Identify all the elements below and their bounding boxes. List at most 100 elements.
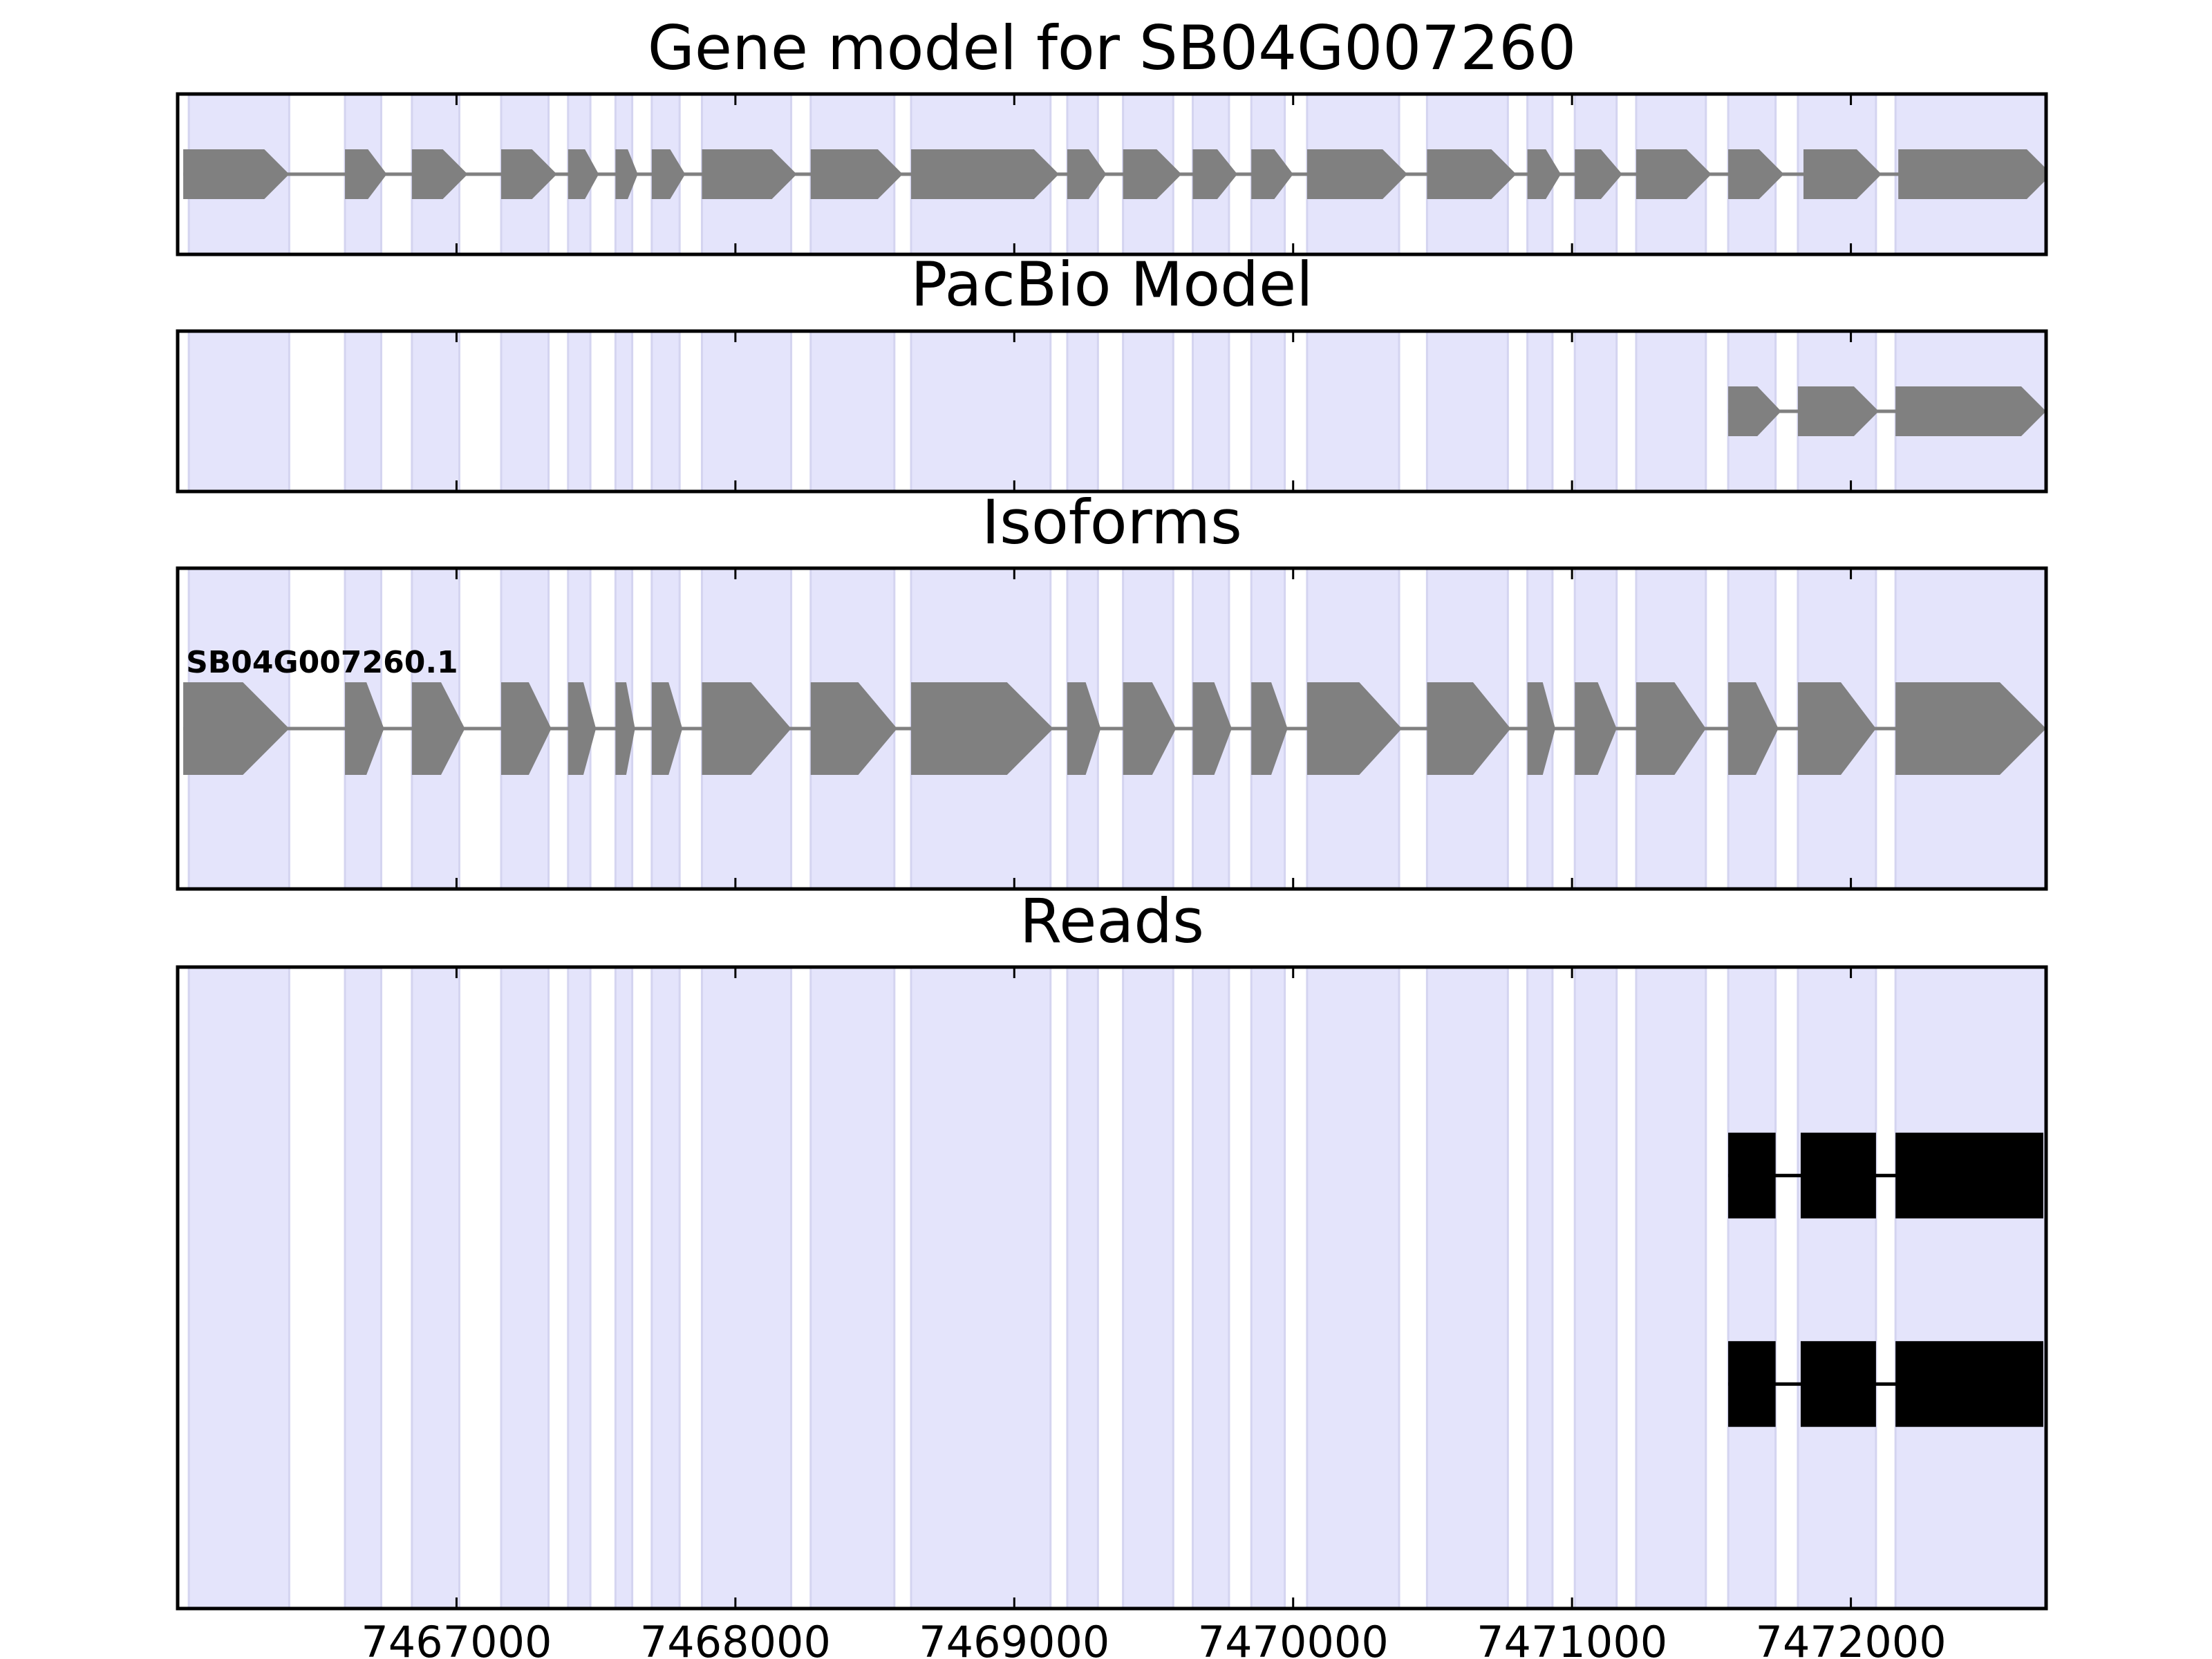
exon-region-shading bbox=[1797, 967, 1877, 1609]
exon-arrow bbox=[1192, 149, 1238, 199]
read-block bbox=[1728, 1132, 1776, 1219]
exon-arrow bbox=[1427, 682, 1511, 775]
exon-arrow bbox=[1797, 682, 1876, 775]
exon-arrow bbox=[345, 682, 384, 775]
panel-gene-1: PacBio Model bbox=[176, 249, 2048, 494]
exon-region-shading bbox=[567, 967, 592, 1609]
exon-arrow bbox=[1575, 149, 1622, 199]
exon-arrow bbox=[1527, 682, 1555, 775]
exon-arrow bbox=[702, 682, 791, 775]
panel-ticks bbox=[455, 331, 1853, 491]
panel-frame bbox=[176, 92, 2048, 256]
exon-region-shading bbox=[910, 967, 1052, 1609]
exon-region-shading bbox=[700, 967, 793, 1609]
exon-region-shading bbox=[809, 331, 896, 491]
x-tick-label: 7470000 bbox=[1198, 1617, 1389, 1659]
exon-arrow bbox=[1635, 682, 1706, 775]
exon-region-shading bbox=[411, 967, 460, 1609]
exon-arrow bbox=[1895, 386, 2046, 436]
exon-arrow bbox=[1728, 149, 1784, 199]
exon-region-shading bbox=[344, 967, 383, 1609]
exon-arrow bbox=[1575, 682, 1617, 775]
exon-region-shading bbox=[1425, 331, 1509, 491]
x-tick-label: 7469000 bbox=[919, 1617, 1109, 1659]
exon-arrow bbox=[1635, 149, 1712, 199]
exon-region-shading bbox=[1122, 331, 1174, 491]
exon-arrow bbox=[1803, 149, 1882, 199]
exon-arrow bbox=[1427, 149, 1517, 199]
exon-region-shading bbox=[567, 331, 592, 491]
exon-region-shading bbox=[700, 331, 793, 491]
exon-arrow bbox=[1251, 149, 1293, 199]
exon-region-shading bbox=[1191, 331, 1230, 491]
gene-feature bbox=[183, 149, 2046, 199]
exon-arrow bbox=[345, 149, 387, 199]
gene-feature: SB04G007260.1 bbox=[183, 645, 2046, 775]
exon-region-shading bbox=[1122, 967, 1174, 1609]
panel-plot-area bbox=[187, 967, 2046, 1609]
exon-region-shading bbox=[650, 331, 681, 491]
exon-arrow bbox=[702, 149, 797, 199]
exon-arrow bbox=[1192, 682, 1232, 775]
exon-region-shading bbox=[1635, 331, 1707, 491]
exon-arrow bbox=[183, 682, 290, 775]
panel-gene-2: Isoforms SB04G007260.1 bbox=[176, 487, 2048, 891]
exon-region-shading bbox=[1635, 967, 1707, 1609]
x-tick-label: 7468000 bbox=[640, 1617, 831, 1659]
exon-arrow bbox=[1797, 386, 1879, 436]
panel-plot-area: SB04G007260.1 bbox=[183, 568, 2046, 889]
exon-region-shading bbox=[1306, 967, 1400, 1609]
exon-region-shading bbox=[187, 331, 290, 491]
exon-region-shading bbox=[1573, 967, 1618, 1609]
exon-region-shading bbox=[1526, 967, 1554, 1609]
exon-arrow bbox=[651, 682, 683, 775]
panel-plot-area bbox=[183, 94, 2046, 254]
panel-frame bbox=[176, 965, 2048, 1611]
exon-arrow bbox=[411, 149, 468, 199]
isoform-label: SB04G007260.1 bbox=[186, 645, 458, 680]
read-block bbox=[1895, 1132, 2043, 1219]
exon-region-shading bbox=[614, 331, 634, 491]
exon-region-shading bbox=[1250, 331, 1286, 491]
panel-title: Isoforms bbox=[982, 487, 1242, 558]
exon-region-shading bbox=[1526, 331, 1554, 491]
read bbox=[1728, 1132, 2043, 1219]
exon-region-shading bbox=[344, 331, 383, 491]
panel-gene-0: Gene model for SB04G007260 bbox=[176, 12, 2048, 256]
exon-arrow bbox=[1251, 682, 1288, 775]
panel-reads-3: Reads bbox=[176, 885, 2048, 1611]
exon-region-shading bbox=[1425, 967, 1509, 1609]
exon-region-shading bbox=[1573, 331, 1618, 491]
exon-arrow bbox=[500, 149, 557, 199]
read-block bbox=[1895, 1341, 2043, 1427]
exon-arrow bbox=[615, 682, 635, 775]
read-block bbox=[1800, 1341, 1876, 1427]
exon-arrow bbox=[615, 149, 638, 199]
exon-arrow bbox=[1728, 386, 1781, 436]
panel-ticks bbox=[455, 568, 1853, 889]
exon-arrow bbox=[1527, 149, 1562, 199]
exon-region-shading bbox=[1066, 331, 1099, 491]
read bbox=[1728, 1341, 2043, 1427]
exon-arrow bbox=[1123, 682, 1177, 775]
x-tick-label: 7467000 bbox=[361, 1617, 552, 1659]
exon-region-shading bbox=[500, 331, 550, 491]
exon-region-shading bbox=[1306, 331, 1400, 491]
exon-region-shading bbox=[1066, 967, 1099, 1609]
exon-region-shading bbox=[1191, 967, 1230, 1609]
exon-arrow bbox=[651, 149, 686, 199]
exon-region-shading bbox=[411, 331, 460, 491]
exon-region-shading bbox=[1250, 967, 1286, 1609]
exon-arrow bbox=[1306, 149, 1408, 199]
exon-arrow bbox=[1123, 149, 1182, 199]
exon-arrow bbox=[1067, 682, 1101, 775]
exon-arrow bbox=[568, 149, 599, 199]
panels-layer: Gene model for SB04G007260 PacBio Model Is… bbox=[176, 12, 2048, 1611]
read-block bbox=[1728, 1341, 1776, 1427]
exon-region-shading bbox=[910, 331, 1052, 491]
panel-title: Gene model for SB04G007260 bbox=[648, 12, 1577, 84]
exon-arrow bbox=[183, 149, 290, 199]
panel-title: PacBio Model bbox=[910, 249, 1313, 320]
x-tick-label: 7472000 bbox=[1756, 1617, 1947, 1659]
